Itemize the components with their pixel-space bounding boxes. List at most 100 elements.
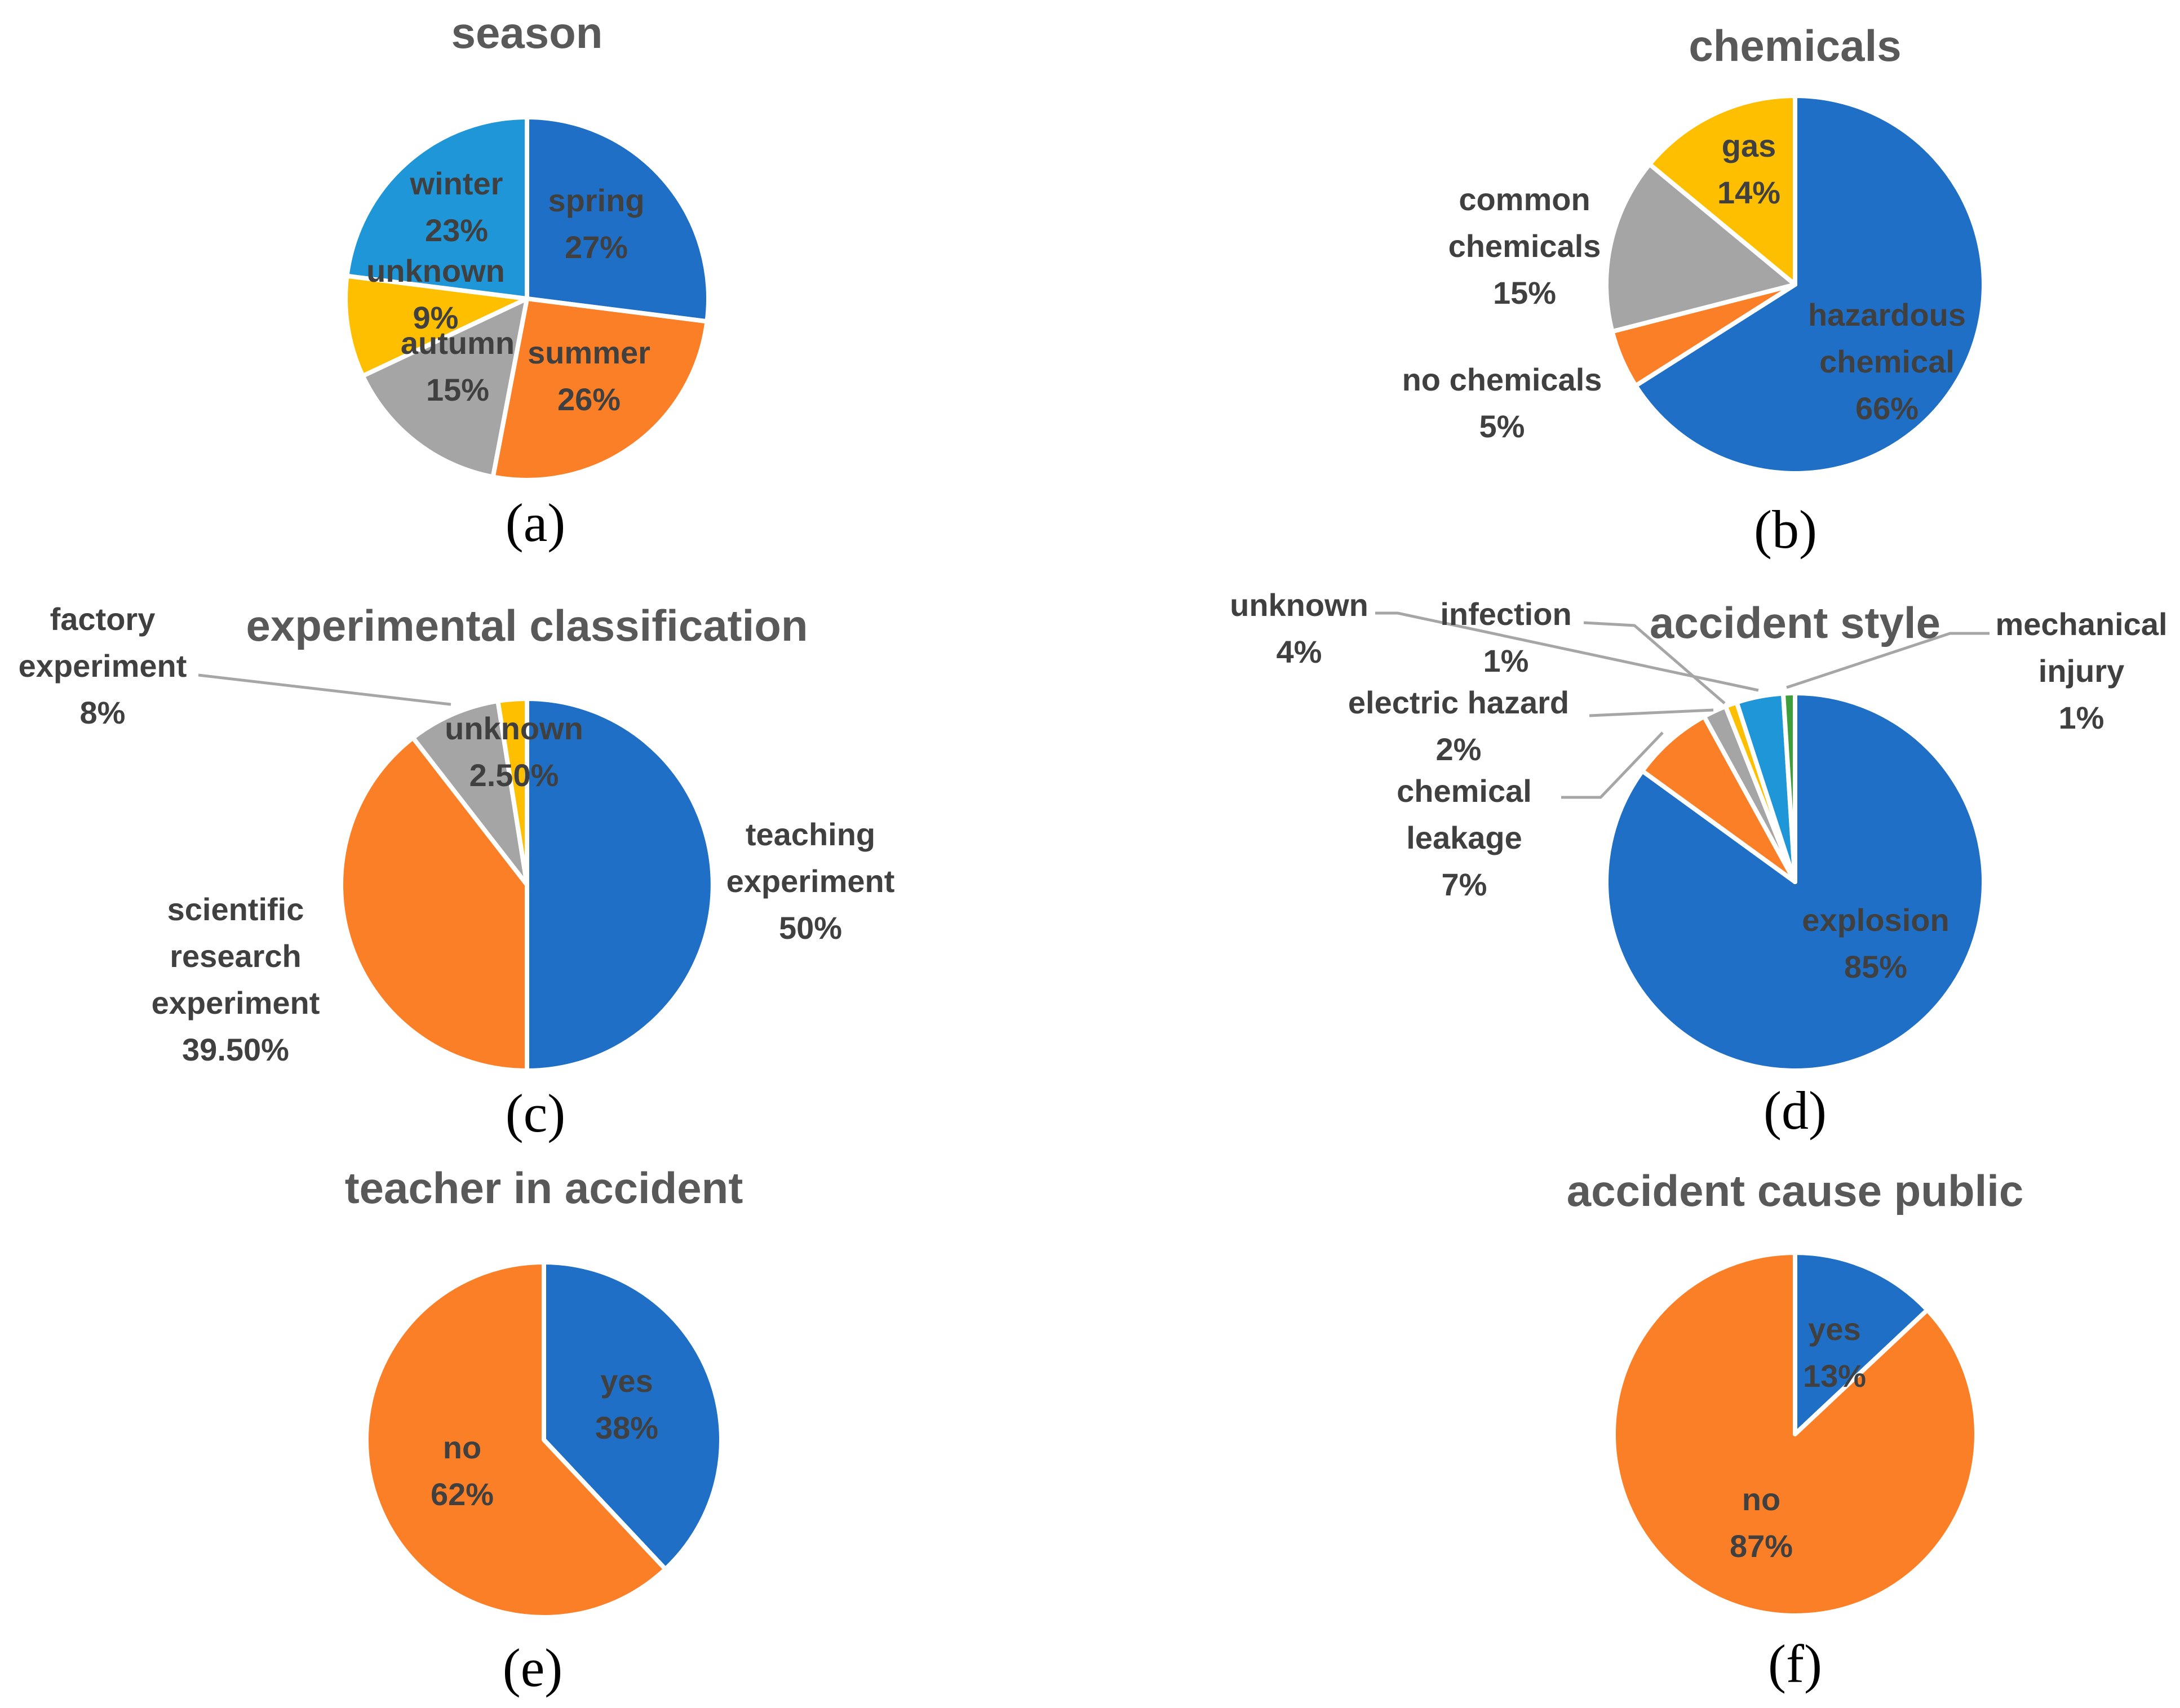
pie-slice-mechanical-injury — [1780, 690, 1797, 884]
pie-slice-autumn — [360, 296, 529, 480]
slice-label-c-scientific-line3: experiment — [152, 985, 320, 1021]
pie-c — [339, 696, 715, 1073]
pie-slice-unknown — [343, 273, 529, 379]
pie-slice-spring — [525, 115, 711, 324]
slice-label-c-teaching-line1: teaching — [746, 817, 875, 852]
slice-label-c-factory-line1: factory — [50, 601, 156, 637]
slice-label-d-unknown: unknown — [1230, 587, 1368, 623]
pie-d — [1604, 690, 1986, 1073]
slice-label-d-mechanical-line2: injury — [2039, 653, 2124, 689]
slice-pct-c-teaching: 50% — [779, 910, 842, 946]
slice-label-a-summer: summer — [528, 335, 650, 370]
slice-label-a-spring: spring — [548, 183, 644, 218]
slice-label-d-chemical-leakage-line1: chemical — [1397, 773, 1532, 809]
pie-a — [343, 115, 711, 482]
chart-title-e: teacher in accident — [345, 1163, 743, 1213]
slice-label-e-yes: yes — [600, 1363, 653, 1399]
pie-slice-yes — [1793, 1250, 1930, 1436]
panel-caption-c: (c) — [506, 1083, 566, 1143]
slice-pct-a-autumn: 15% — [426, 372, 489, 407]
slice-label-b-common-line2: chemicals — [1448, 228, 1601, 264]
pie-slice-gas — [1647, 94, 1797, 287]
slice-pct-b-hazardous: 66% — [1855, 391, 1918, 426]
slice-label-d-chemical-leakage-line2: leakage — [1406, 820, 1522, 855]
leader-line-d-electric-hazard — [1589, 708, 1714, 717]
panel-b: chemicals hazardous chemical 66% no chem… — [1402, 21, 1986, 560]
slice-pct-d-infection: 1% — [1483, 643, 1529, 678]
slice-pct-d-electric-hazard: 2% — [1436, 731, 1482, 767]
panel-e: teacher in accident yes 38% no 62% (e) — [345, 1163, 743, 1698]
panel-a: season spring 27% summer 26% autumn 15% … — [343, 8, 711, 553]
slice-pct-c-unknown: 2.50% — [469, 757, 559, 793]
leader-line-d-mechanical — [1786, 632, 1990, 689]
slice-pct-a-unknown: 9% — [413, 300, 459, 335]
pie-slice-no — [1611, 1250, 1979, 1618]
pie-slice-unknown — [495, 696, 529, 887]
slice-pct-d-chemical-leakage: 7% — [1442, 867, 1487, 902]
slice-pct-c-scientific: 39.50% — [182, 1032, 289, 1067]
panel-d: accident style explosion 85% chemical le… — [1230, 587, 2167, 1141]
pie-slice-chemical-leakage — [1640, 714, 1797, 884]
panel-c: experimental classification teaching exp… — [19, 601, 895, 1143]
chart-title-a: season — [451, 8, 603, 57]
slice-label-c-teaching-line2: experiment — [726, 863, 895, 899]
slice-label-b-common-line1: common — [1459, 181, 1590, 217]
slice-label-b-gas: gas — [1722, 128, 1776, 163]
leader-line-d-unknown — [1375, 611, 1759, 692]
pie-b — [1604, 94, 1986, 476]
slice-pct-d-unknown: 4% — [1277, 634, 1322, 669]
pie-slice-no — [364, 1260, 668, 1620]
slice-label-c-unknown: unknown — [445, 711, 583, 746]
slice-label-c-scientific-line1: scientific — [167, 891, 304, 927]
slice-pct-f-yes: 13% — [1803, 1358, 1866, 1394]
slice-pct-b-common: 15% — [1493, 275, 1556, 310]
slice-label-d-mechanical-line1: mechanical — [1995, 606, 2167, 642]
chart-title-f: accident cause public — [1567, 1166, 2024, 1215]
slice-pct-a-winter: 23% — [425, 212, 488, 248]
slice-label-b-no-chemicals: no chemicals — [1402, 362, 1602, 397]
slice-label-c-factory-line2: experiment — [19, 648, 187, 684]
slice-pct-c-factory: 8% — [80, 695, 126, 730]
slice-label-c-scientific-line2: research — [170, 938, 302, 974]
slice-label-f-no: no — [1742, 1481, 1780, 1517]
leader-line-c-factory — [198, 673, 451, 706]
panel-caption-a: (a) — [506, 493, 566, 553]
slice-pct-d-explosion: 85% — [1844, 949, 1907, 984]
slice-label-a-winter: winter — [410, 166, 503, 201]
chart-title-b: chemicals — [1689, 21, 1901, 70]
pie-slice-yes — [542, 1260, 724, 1572]
panel-caption-e: (e) — [503, 1638, 563, 1698]
pie-slice-teaching-experiment — [525, 696, 715, 1073]
chart-title-c: experimental classification — [246, 601, 808, 650]
pie-slice-hazardous-chemical — [1633, 94, 1986, 476]
chart-title-d: accident style — [1650, 598, 1940, 647]
slice-label-d-electric-hazard: electric hazard — [1348, 685, 1569, 720]
slice-label-d-infection: infection — [1440, 596, 1571, 632]
pie-f — [1611, 1250, 1979, 1618]
slice-pct-b-no-chemicals: 5% — [1479, 409, 1525, 444]
panel-caption-d: (d) — [1764, 1080, 1827, 1141]
slice-label-b-hazardous-line2: chemical — [1819, 344, 1955, 379]
pie-slice-winter — [344, 115, 529, 301]
slice-label-a-autumn: autumn — [401, 325, 515, 361]
slice-label-f-yes: yes — [1808, 1311, 1860, 1347]
panel-f: accident cause public yes 13% no 87% (f) — [1567, 1166, 2024, 1694]
pie-slice-scientific-research-experiment — [339, 735, 529, 1073]
pie-slice-factory-experiment — [410, 699, 529, 887]
slice-label-e-no: no — [443, 1430, 481, 1465]
slice-pct-a-summer: 26% — [557, 381, 621, 417]
slice-pct-e-no: 62% — [431, 1476, 494, 1512]
slice-pct-a-spring: 27% — [565, 229, 628, 265]
slice-pct-b-gas: 14% — [1717, 175, 1780, 210]
slice-label-d-explosion: explosion — [1802, 902, 1949, 938]
slice-label-b-hazardous-line1: hazardous — [1808, 297, 1966, 332]
slice-pct-e-yes: 38% — [595, 1410, 658, 1445]
panel-caption-f: (f) — [1768, 1634, 1822, 1694]
slice-pct-f-no: 87% — [1730, 1528, 1793, 1564]
pie-slice-summer — [490, 296, 710, 482]
pie-slice-common-chemicals — [1604, 162, 1797, 334]
slice-label-a-unknown: unknown — [366, 253, 505, 289]
leader-line-d-chemical-leakage — [1561, 731, 1664, 799]
pie-slice-explosion — [1604, 691, 1986, 1073]
